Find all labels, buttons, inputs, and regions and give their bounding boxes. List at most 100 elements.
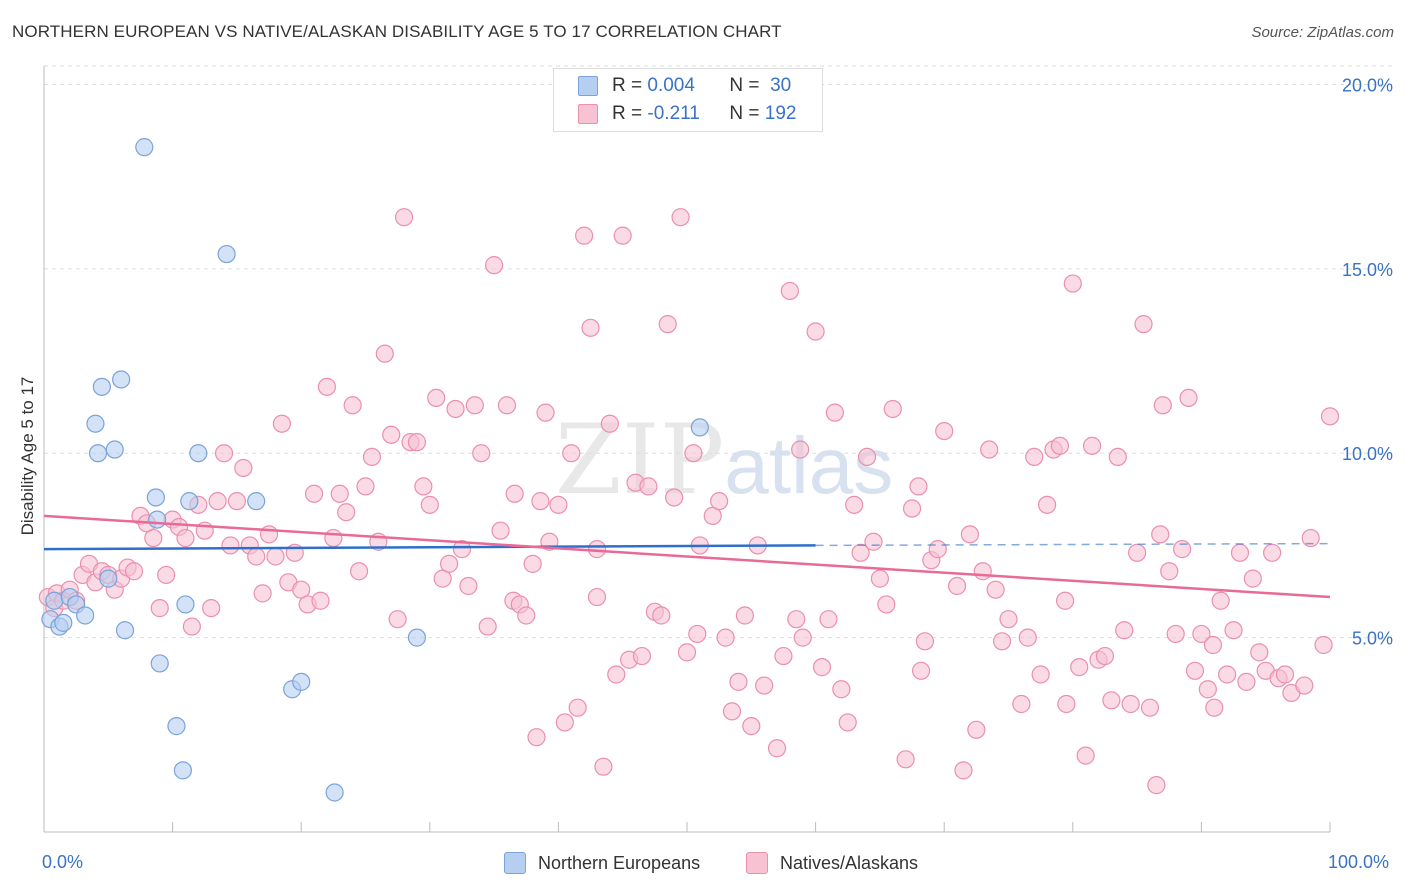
native-alaskan-point [960,525,980,544]
native-alaskan-point [992,632,1012,651]
native-alaskan-point [575,226,594,245]
native-alaskan-point [688,624,707,644]
native-alaskan-point [832,680,851,699]
legend-label: Natives/Alaskans [780,852,919,873]
native-alaskan-point [973,562,992,581]
native-alaskan-point [523,554,542,573]
native-alaskan-point [806,322,825,341]
native-alaskan-point [870,569,890,588]
native-alaskan-point [1070,658,1089,677]
native-alaskan-point [304,484,324,503]
native-alaskan-point [1108,447,1127,467]
northern-european-point [176,595,195,614]
legend-item-northern-europeans[interactable]: Northern Europeans [504,852,700,874]
native-alaskan-point [208,492,227,511]
native-alaskan-point [1151,525,1170,544]
native-alaskan-point [735,606,754,625]
native-alaskan-point [349,562,369,581]
native-alaskan-point [259,525,279,544]
native-alaskan-point [967,720,986,739]
native-alaskan-point [1076,746,1095,765]
n-label: N = [729,103,760,124]
native-alaskan-point [1185,661,1205,680]
native-alaskan-point [427,388,446,408]
native-alaskan-point [857,447,877,467]
native-alaskan-point [947,576,967,596]
native-alaskan-point [1057,694,1076,714]
native-alaskan-point [864,532,883,551]
native-alaskan-point [1012,694,1031,714]
native-alaskan-point [517,606,536,625]
native-alaskan-point [214,444,234,463]
northern-european-point [325,783,344,802]
native-alaskan-point [202,599,221,618]
native-alaskan-point [157,565,176,585]
native-alaskan-point [1102,691,1121,710]
northern-european-point [690,418,709,437]
native-alaskan-point [1314,635,1333,655]
native-alaskan-point [600,414,619,433]
native-alaskan-point [227,492,246,511]
native-alaskan-point [632,646,652,666]
native-alaskan-point [555,713,574,732]
northern-european-point [217,244,236,264]
native-alaskan-point [330,484,349,503]
northern-european-point [88,444,108,463]
northern-european-point [115,621,135,640]
northern-european-point [247,492,266,511]
native-alaskan-point [1153,396,1172,415]
native-alaskan-point [767,739,787,758]
x-tick-label-min: 0.0% [42,852,84,872]
native-alaskan-point [787,610,806,629]
native-alaskan-point [362,447,382,467]
n-value: 192 [764,103,797,124]
native-alaskan-point [607,665,626,684]
native-alaskan-point [1025,447,1044,467]
native-alaskan-point [497,396,517,415]
native-alaskan-point [716,628,735,647]
native-alaskan-point [311,591,330,610]
native-alaskan-point [825,403,844,422]
legend-item-natives-alaskans[interactable]: Natives/Alaskans [746,852,918,874]
native-alaskan-point [272,414,292,433]
native-alaskan-trendline [43,514,1331,599]
native-alaskan-point [851,543,870,562]
native-alaskan-point [221,536,240,555]
native-alaskan-point [774,646,793,666]
stats-row-northern-europeans: R = 0.004 N = 30 [578,73,791,99]
r-value: 0.004 [647,75,695,96]
northern-european-point [189,444,208,463]
native-alaskan-point [742,717,761,736]
r-label: R = [612,75,643,96]
y-tick-label: 5.0% [1352,629,1393,649]
n-value: 30 [770,75,792,96]
blue-swatch-icon [578,76,598,96]
native-alaskan-point [485,256,504,275]
northern-european-trendline-extension [815,542,1331,547]
native-alaskan-point [446,399,465,419]
native-alaskan-point [568,698,587,717]
native-alaskan-point [999,610,1018,629]
native-alaskan-point [1055,591,1075,610]
r-value: -0.211 [647,103,700,124]
pink-swatch-icon [578,104,598,124]
native-alaskan-point [710,492,729,511]
native-alaskan-point [266,547,285,566]
native-alaskan-point [388,610,407,629]
native-alaskan-point [1160,562,1179,581]
northern-european-point [407,628,427,647]
native-alaskan-point [527,728,546,747]
native-alaskan-point [465,396,484,415]
northern-european-point [54,613,73,632]
native-alaskan-point [1192,624,1211,644]
native-alaskan-point [1147,776,1166,795]
native-alaskan-point [780,281,799,301]
native-alaskan-point [1205,698,1224,717]
northern-european-point [99,569,118,588]
native-alaskan-point [1166,624,1185,644]
northern-european-point [112,370,131,389]
native-alaskan-point [1095,646,1115,666]
native-alaskan-point [124,562,144,581]
native-alaskan-point [1082,436,1102,455]
